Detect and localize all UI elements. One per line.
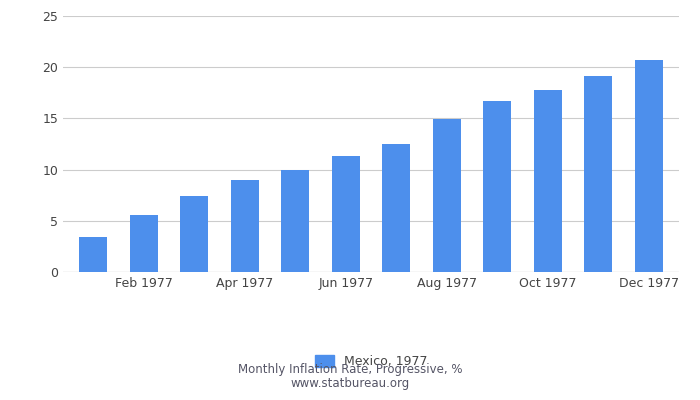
Bar bbox=[483, 101, 511, 272]
Bar bbox=[584, 76, 612, 272]
Text: www.statbureau.org: www.statbureau.org bbox=[290, 377, 410, 390]
Text: Monthly Inflation Rate, Progressive, %: Monthly Inflation Rate, Progressive, % bbox=[238, 364, 462, 376]
Bar bbox=[534, 90, 561, 272]
Bar bbox=[281, 170, 309, 272]
Bar bbox=[79, 237, 107, 272]
Legend: Mexico, 1977: Mexico, 1977 bbox=[310, 350, 432, 373]
Bar bbox=[332, 156, 360, 272]
Bar bbox=[635, 60, 663, 272]
Bar bbox=[130, 215, 158, 272]
Bar bbox=[231, 180, 259, 272]
Bar bbox=[181, 196, 208, 272]
Bar bbox=[433, 120, 461, 272]
Bar bbox=[382, 144, 410, 272]
